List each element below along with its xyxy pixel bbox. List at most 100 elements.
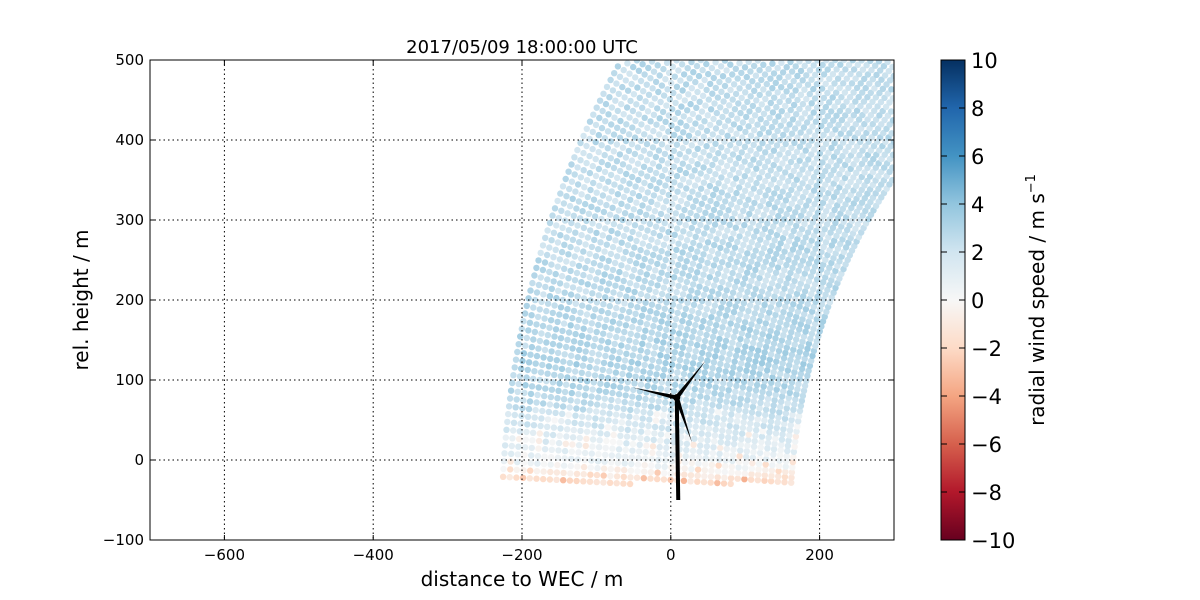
scatter-point [732,303,739,310]
scatter-point [663,60,671,66]
scatter-point [662,359,669,367]
scatter-point [526,319,534,326]
scatter-point [699,349,706,357]
scatter-point [722,368,729,375]
scatter-point [730,181,737,188]
scatter-point [780,117,788,124]
scatter-point [677,182,684,189]
scatter-point [777,403,784,411]
scatter-point [824,269,831,276]
scatter-point [613,404,621,411]
scatter-point [664,86,671,93]
scatter-point [713,347,720,354]
scatter-point [889,117,894,124]
scatter-point [570,375,578,382]
scatter-point [670,388,678,395]
scatter-point [810,160,818,167]
scatter-point [716,397,724,404]
scatter-point [650,176,657,183]
scatter-point [747,93,754,100]
scatter-point [698,124,705,131]
scatter-point [714,474,721,481]
scatter-point [548,454,555,461]
scatter-point [831,80,838,87]
scatter-point [737,395,744,402]
scatter-point [602,118,609,125]
scatter-point [678,427,685,434]
scatter-point [745,307,752,315]
scatter-point [714,215,721,222]
scatter-point [787,106,794,114]
scatter-point [654,463,662,470]
scatter-point [760,354,767,361]
scatter-point [830,255,837,262]
scatter-point [768,379,775,386]
scatter-point [718,189,725,196]
scatter-point [813,337,820,345]
scatter-point [646,134,654,141]
scatter-point [541,392,548,400]
scatter-point [627,365,634,372]
scatter-point [785,293,793,300]
scatter-point [727,345,735,352]
scatter-point [738,164,745,171]
scatter-point [744,396,751,404]
scatter-point [790,167,798,175]
scatter-point [565,275,572,282]
scatter-point [789,464,796,471]
scatter-point [722,337,730,344]
scatter-point [725,241,732,249]
scatter-point [677,433,685,441]
scatter-point [648,301,656,308]
scatter-point [687,478,694,485]
scatter-point [603,83,611,91]
scatter-point [809,268,817,275]
scatter-point [795,120,802,127]
scatter-point [549,379,557,386]
scatter-point [771,363,779,370]
scatter-point [836,184,843,191]
scatter-point [719,73,727,80]
scatter-point [699,66,706,74]
x-axis: −600 −400 −200 0 200 [204,60,834,564]
scatter-point [715,165,722,172]
scatter-point [848,139,855,146]
scatter-point [515,380,522,388]
scatter-point [734,469,742,477]
scatter-point [583,428,591,435]
scatter-point [692,197,699,204]
scatter-point [805,340,813,347]
scatter-point [667,222,675,229]
scatter-point [703,127,711,134]
scatter-point [813,182,820,189]
scatter-point [712,384,719,391]
scatter-point [675,240,682,247]
scatter-point [621,460,628,467]
scatter-point [580,471,587,478]
scatter-point [517,333,524,340]
scatter-point [545,408,553,416]
scatter-point [753,304,760,311]
scatter-point [761,325,768,332]
scatter-point [611,181,618,188]
scatter-point [629,124,636,131]
scatter-point [690,69,697,76]
scatter-point [591,236,598,244]
scatter-point [658,290,666,298]
scatter-point [534,313,542,321]
scatter-point [656,195,664,202]
scatter-point [662,450,669,458]
scatter-point [725,207,732,214]
scatter-point [761,225,769,232]
scatter-point [673,225,681,232]
scatter-point [813,315,820,323]
scatter-point [556,311,563,318]
scatter-point [671,73,678,80]
scatter-point [568,455,575,463]
scatter-point [689,334,696,341]
scatter-point [613,304,620,312]
scatter-point [827,185,835,192]
scatter-point [513,396,520,403]
scatter-point [668,457,676,465]
scatter-point [540,460,548,468]
